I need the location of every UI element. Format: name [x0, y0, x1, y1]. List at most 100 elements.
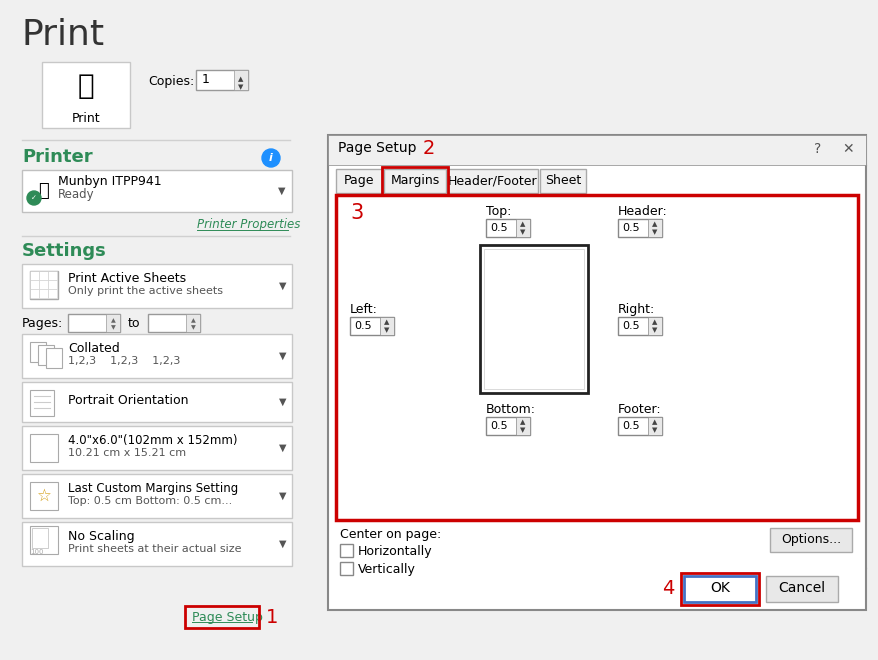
Bar: [647, 219, 661, 237]
Bar: [335, 195, 857, 520]
Bar: [30, 526, 58, 554]
Bar: [617, 417, 661, 435]
Text: ▲: ▲: [191, 319, 195, 323]
Text: ▼: ▼: [520, 229, 525, 235]
Bar: [22, 382, 291, 422]
Bar: [22, 474, 291, 518]
Text: ▼: ▼: [384, 327, 389, 333]
Bar: [335, 169, 382, 193]
Bar: [384, 169, 445, 193]
Text: 0.5: 0.5: [622, 421, 639, 431]
Bar: [22, 522, 291, 566]
Bar: [68, 314, 120, 332]
Text: ▲: ▲: [520, 221, 525, 228]
Text: Collated: Collated: [68, 342, 119, 355]
Bar: [30, 434, 58, 462]
Text: Print sheets at their actual size: Print sheets at their actual size: [68, 544, 241, 554]
Text: 4.0"x6.0"(102mm x 152mm): 4.0"x6.0"(102mm x 152mm): [68, 434, 237, 447]
Text: 0.5: 0.5: [354, 321, 371, 331]
Text: ▼: ▼: [238, 84, 243, 90]
Text: 100: 100: [30, 549, 43, 555]
Bar: [42, 62, 130, 128]
Text: 4: 4: [661, 579, 673, 598]
Text: Print Active Sheets: Print Active Sheets: [68, 272, 186, 285]
Bar: [617, 219, 661, 237]
Text: ▼: ▼: [111, 325, 115, 331]
Text: Page Setup: Page Setup: [338, 141, 416, 155]
Text: ▼: ▼: [651, 327, 657, 333]
Bar: [448, 169, 537, 193]
Text: ✓: ✓: [31, 195, 37, 201]
Bar: [38, 345, 54, 365]
Bar: [765, 576, 837, 602]
Text: Sheet: Sheet: [544, 174, 580, 187]
Bar: [379, 317, 393, 335]
Text: Printer: Printer: [22, 148, 92, 166]
Text: Top: 0.5 cm Bottom: 0.5 cm...: Top: 0.5 cm Bottom: 0.5 cm...: [68, 496, 232, 506]
Bar: [39, 271, 48, 280]
Bar: [340, 544, 353, 557]
Bar: [486, 219, 529, 237]
Bar: [48, 289, 57, 298]
Text: Pages:: Pages:: [22, 317, 63, 330]
Text: Page: Page: [343, 174, 374, 187]
Text: ▼: ▼: [191, 325, 195, 331]
Text: Only print the active sheets: Only print the active sheets: [68, 286, 223, 296]
Text: ▼: ▼: [651, 229, 657, 235]
Bar: [382, 167, 448, 195]
Bar: [30, 289, 39, 298]
Text: ▲: ▲: [520, 419, 525, 426]
Text: ▼: ▼: [651, 427, 657, 433]
Bar: [39, 280, 48, 289]
Text: Header:: Header:: [617, 205, 667, 218]
Text: Bottom:: Bottom:: [486, 403, 536, 416]
Bar: [30, 390, 54, 416]
Text: ▼: ▼: [279, 281, 286, 291]
Text: Copies:: Copies:: [148, 75, 194, 88]
Text: ▲: ▲: [651, 419, 657, 426]
Text: Right:: Right:: [617, 303, 654, 316]
Circle shape: [27, 191, 41, 205]
Bar: [48, 280, 57, 289]
Text: ▼: ▼: [279, 397, 286, 407]
Text: 0.5: 0.5: [622, 321, 639, 331]
Text: ▲: ▲: [651, 221, 657, 228]
Text: Print: Print: [22, 18, 105, 52]
Text: 0.5: 0.5: [489, 421, 507, 431]
Bar: [234, 70, 248, 90]
Bar: [30, 342, 46, 362]
Bar: [48, 271, 57, 280]
Bar: [22, 264, 291, 308]
Bar: [106, 314, 120, 332]
Text: Page Setup: Page Setup: [191, 611, 263, 624]
Text: Header/Footer: Header/Footer: [448, 174, 537, 187]
Text: Print: Print: [72, 112, 100, 125]
Text: 🖨: 🖨: [77, 72, 94, 100]
Text: Options...: Options...: [780, 533, 840, 546]
Bar: [186, 314, 200, 332]
Bar: [647, 417, 661, 435]
Text: Munbyn ITPP941: Munbyn ITPP941: [58, 175, 162, 188]
Text: Top:: Top:: [486, 205, 511, 218]
Text: Portrait Orientation: Portrait Orientation: [68, 394, 188, 407]
Bar: [148, 314, 200, 332]
Text: ▲: ▲: [651, 319, 657, 325]
Text: Printer Properties: Printer Properties: [197, 218, 300, 231]
Text: ?: ?: [813, 142, 820, 156]
Bar: [30, 271, 39, 280]
Text: No Scaling: No Scaling: [68, 530, 134, 543]
Text: Settings: Settings: [22, 242, 106, 260]
Text: 0.5: 0.5: [622, 223, 639, 233]
Text: Footer:: Footer:: [617, 403, 661, 416]
Text: ▼: ▼: [278, 186, 285, 196]
Bar: [769, 528, 851, 552]
Bar: [22, 334, 291, 378]
Text: Left:: Left:: [349, 303, 378, 316]
Text: 🖨: 🖨: [39, 182, 49, 200]
Text: 2: 2: [422, 139, 435, 158]
Text: ▼: ▼: [279, 443, 286, 453]
Bar: [617, 317, 661, 335]
Text: to: to: [128, 317, 140, 330]
Bar: [484, 249, 583, 389]
Text: Cancel: Cancel: [778, 581, 824, 595]
